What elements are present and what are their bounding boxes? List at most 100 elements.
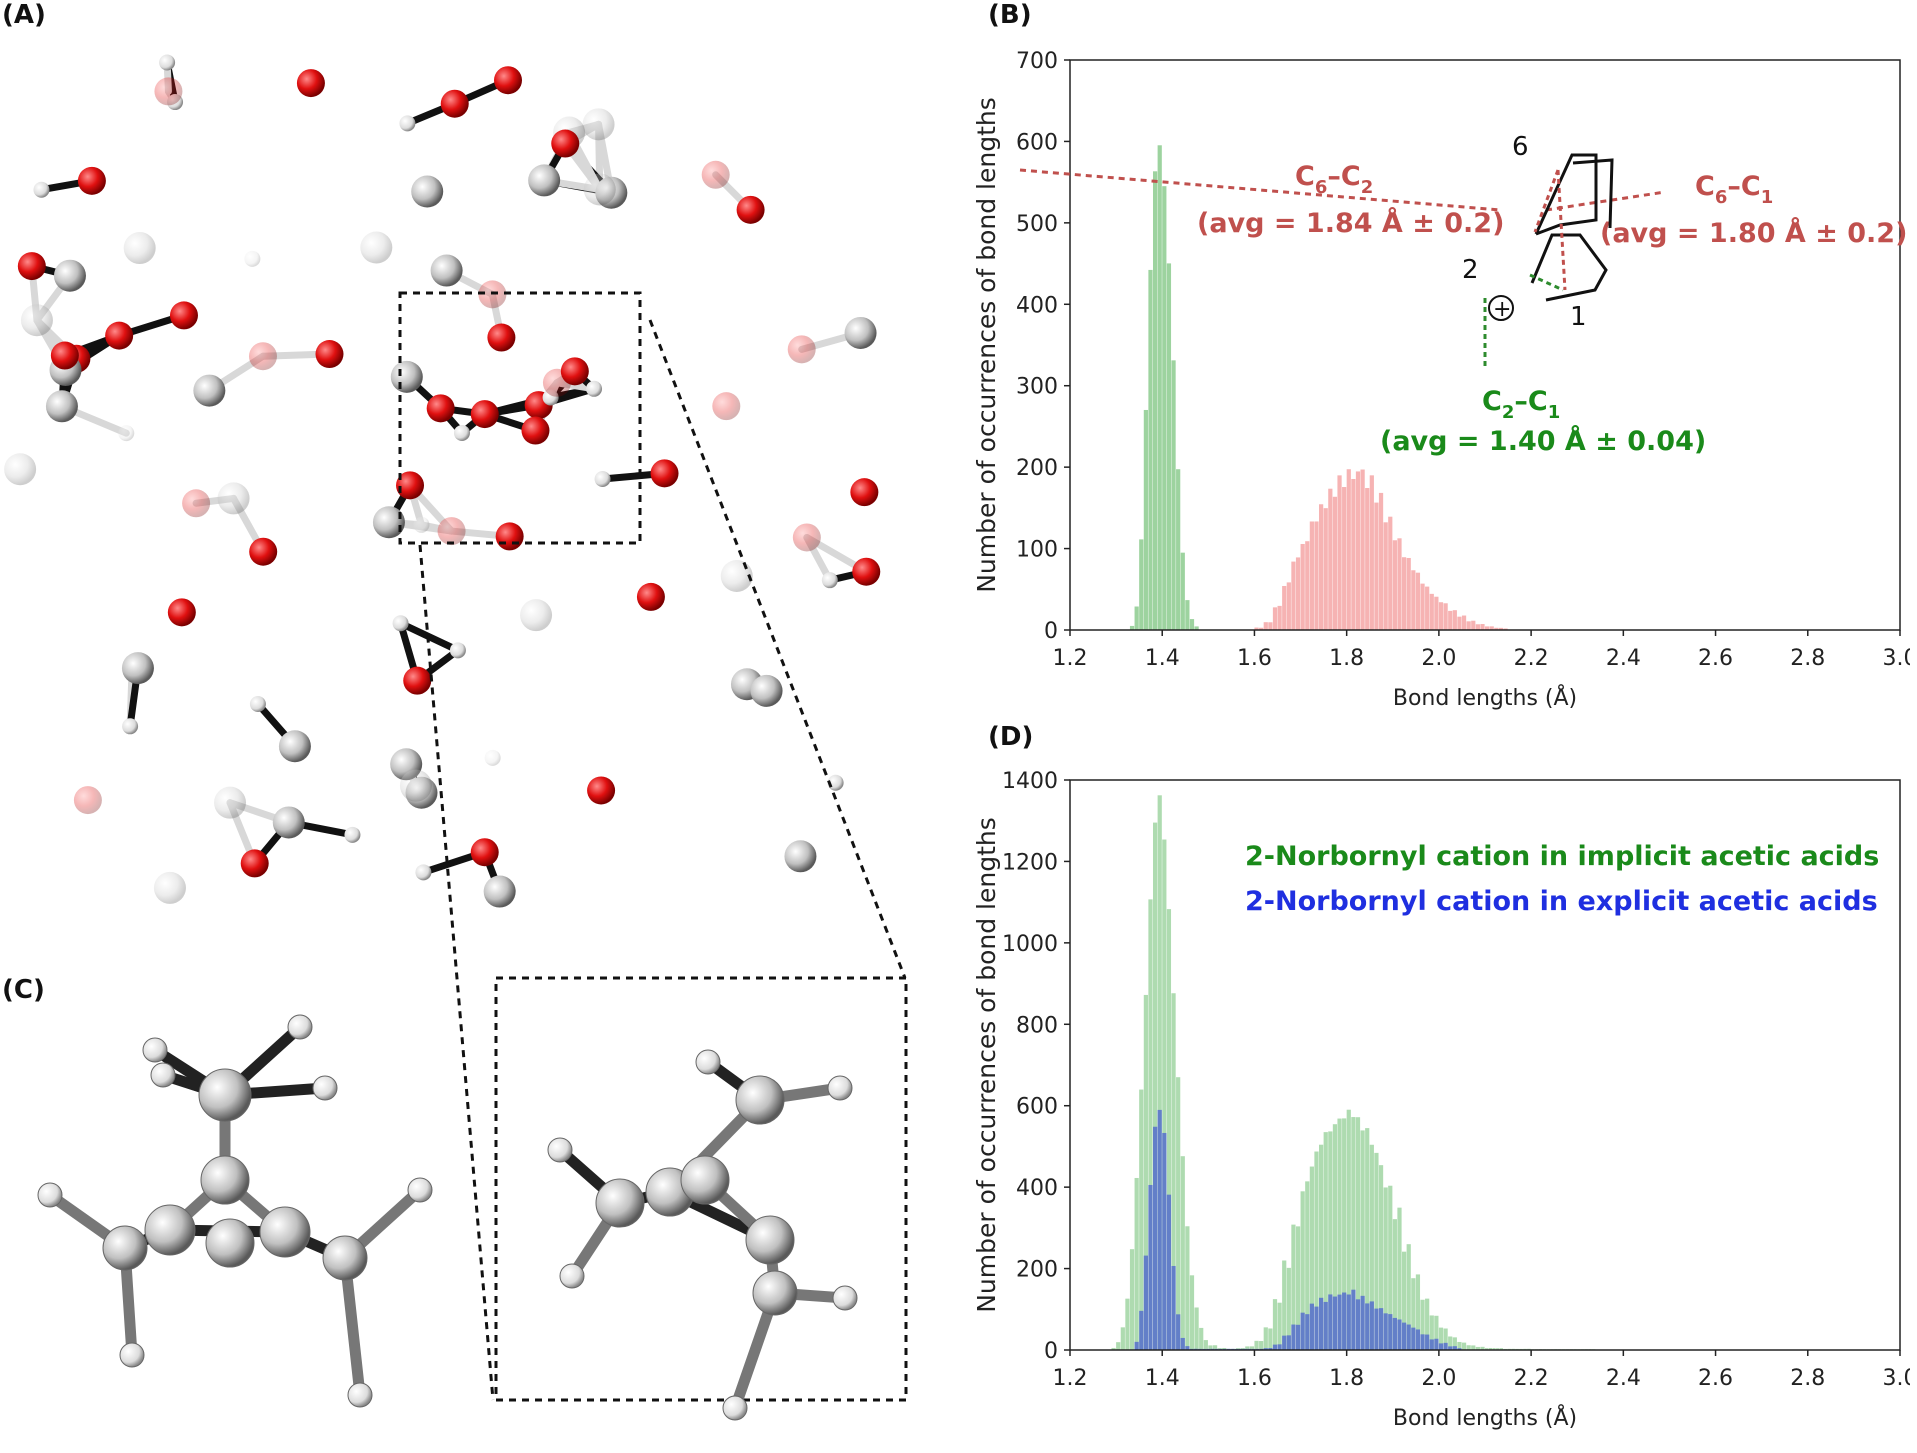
- carbon-atom: [4, 453, 37, 486]
- hydrogen-atom: [547, 1137, 573, 1163]
- panel-label-b: (B): [988, 0, 1032, 30]
- histogram-bar: [1420, 583, 1425, 630]
- carbon-atom: [372, 506, 405, 539]
- histogram-bar: [1245, 1346, 1250, 1350]
- histogram-bar: [1157, 795, 1162, 1350]
- histogram-bar: [1480, 624, 1485, 630]
- histogram-bar: [1286, 1335, 1291, 1350]
- carbon-atom: [45, 390, 78, 423]
- histogram-bar: [1143, 994, 1148, 1350]
- histogram-bar: [1277, 1302, 1282, 1350]
- histogram-bar: [1212, 1345, 1218, 1350]
- oxygen-atom: [470, 838, 499, 867]
- histogram-bar: [1355, 1117, 1361, 1350]
- hydrogen-atom: [407, 1177, 433, 1203]
- histogram-bar: [1263, 1327, 1268, 1350]
- histogram-bar: [1425, 1334, 1430, 1350]
- histogram-bar: [1374, 1308, 1379, 1350]
- histogram-bar: [1378, 1165, 1384, 1350]
- y-tick-label: 400: [1016, 1176, 1058, 1201]
- hydrogen-atom: [159, 54, 176, 71]
- oxygen-atom: [701, 160, 730, 189]
- histogram-bar: [1153, 171, 1158, 630]
- histogram-bar: [1392, 1317, 1397, 1350]
- histogram-bar: [1171, 360, 1176, 630]
- carbon-atom: [360, 231, 393, 264]
- histogram-bar: [1291, 561, 1296, 630]
- histogram-bar: [1406, 557, 1411, 630]
- histogram-bar: [1425, 586, 1430, 630]
- carbon-atom: [144, 1204, 196, 1256]
- histogram-bar: [1153, 1126, 1158, 1350]
- c6c2-dash: –C: [1327, 161, 1360, 192]
- hydrogen-atom: [118, 425, 135, 442]
- histogram-bar: [1480, 1346, 1485, 1350]
- histogram-bar: [1411, 1278, 1416, 1350]
- histogram-bar: [1185, 1346, 1190, 1350]
- hydrogen-atom: [722, 1395, 748, 1421]
- c6c1-sub1: 6: [1715, 187, 1728, 208]
- histogram-bar: [1328, 1294, 1333, 1350]
- histogram-bar: [1272, 1299, 1278, 1350]
- x-tick-label: 1.2: [1053, 1366, 1088, 1391]
- histogram-bar: [1282, 585, 1287, 630]
- zoom-lines: [418, 319, 908, 1402]
- histogram-bar: [1166, 1194, 1172, 1350]
- hydrogen-atom: [244, 250, 261, 267]
- carbon-atom: [53, 259, 86, 292]
- carbon-atom: [430, 254, 463, 287]
- panel-label-a: (A): [2, 0, 46, 30]
- y-tick-label: 700: [1016, 50, 1058, 74]
- histogram-bar: [1429, 1339, 1434, 1350]
- carbon-atom: [520, 599, 553, 632]
- norbornyl-cation-inset-structure: [547, 1049, 858, 1421]
- histogram-bar: [1342, 487, 1347, 630]
- hydrogen-atom: [559, 1263, 585, 1289]
- x-tick-label: 1.6: [1237, 646, 1272, 671]
- histogram-bar: [1259, 627, 1264, 630]
- histogram-bar: [1425, 1298, 1430, 1350]
- oxygen-atom: [560, 357, 589, 386]
- oxygen-atom: [440, 89, 469, 118]
- hydrogen-atom: [347, 1382, 373, 1408]
- c6c1-annotation: C6–C1 (avg = 1.80 Å ± 0.2): [1545, 171, 1907, 249]
- oxygen-atom: [50, 341, 79, 370]
- plus-sign: +: [1493, 297, 1511, 322]
- y-tick-label: 1000: [1002, 932, 1058, 957]
- x-tick-label: 1.2: [1053, 646, 1088, 671]
- x-tick-label: 1.8: [1329, 646, 1364, 671]
- legend-explicit: 2-Norbornyl cation in explicit acetic ac…: [1245, 886, 1878, 917]
- plot-frame: [1069, 59, 1901, 631]
- histogram-bar: [1162, 1132, 1167, 1350]
- histogram-bar: [1199, 1327, 1204, 1350]
- histogram-bar: [1314, 1306, 1319, 1350]
- histogram-bar: [1139, 1310, 1144, 1350]
- histogram-bar: [1277, 605, 1282, 630]
- histogram-bar: [1346, 1109, 1351, 1350]
- y-tick-label: 300: [1016, 375, 1058, 400]
- histogram-bar: [1139, 1089, 1144, 1350]
- y-axis-label: Number of occurrences of bond lengths: [972, 817, 1001, 1313]
- hydrogen-atom: [150, 1062, 176, 1088]
- histogram-bar: [1452, 1337, 1457, 1350]
- histogram-bar: [1323, 508, 1328, 630]
- histogram-bar: [1323, 1301, 1328, 1350]
- c6c2-annotation: C6–C2 (avg = 1.84 Å ± 0.2): [1019, 161, 1504, 239]
- histogram-bar: [1374, 1152, 1379, 1350]
- c2c1-avg: (avg = 1.40 Å ± 0.04): [1380, 425, 1706, 457]
- carbon-atom: [205, 1218, 255, 1268]
- histogram-bar: [1383, 1187, 1388, 1350]
- histogram-bar: [1332, 1296, 1338, 1350]
- histogram-bar: [1194, 1307, 1199, 1350]
- oxygen-atom: [167, 598, 196, 627]
- histogram-bar: [1485, 1348, 1489, 1350]
- x-axis-label: Bond lengths (Å): [1393, 1404, 1577, 1431]
- histogram-bar: [1466, 621, 1471, 630]
- histogram-bar: [1111, 1347, 1116, 1350]
- hydrogen-atom: [33, 181, 50, 198]
- histogram-bar: [1125, 1298, 1130, 1350]
- histogram-bar: [1134, 1177, 1139, 1350]
- hydrogen-atom: [122, 718, 139, 735]
- histogram-bar: [1277, 1344, 1282, 1350]
- histogram-bar: [1249, 1346, 1255, 1350]
